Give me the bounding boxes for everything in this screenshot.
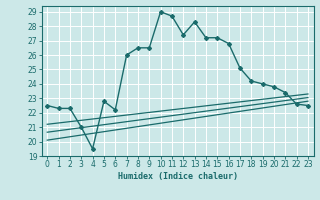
- X-axis label: Humidex (Indice chaleur): Humidex (Indice chaleur): [118, 172, 237, 181]
